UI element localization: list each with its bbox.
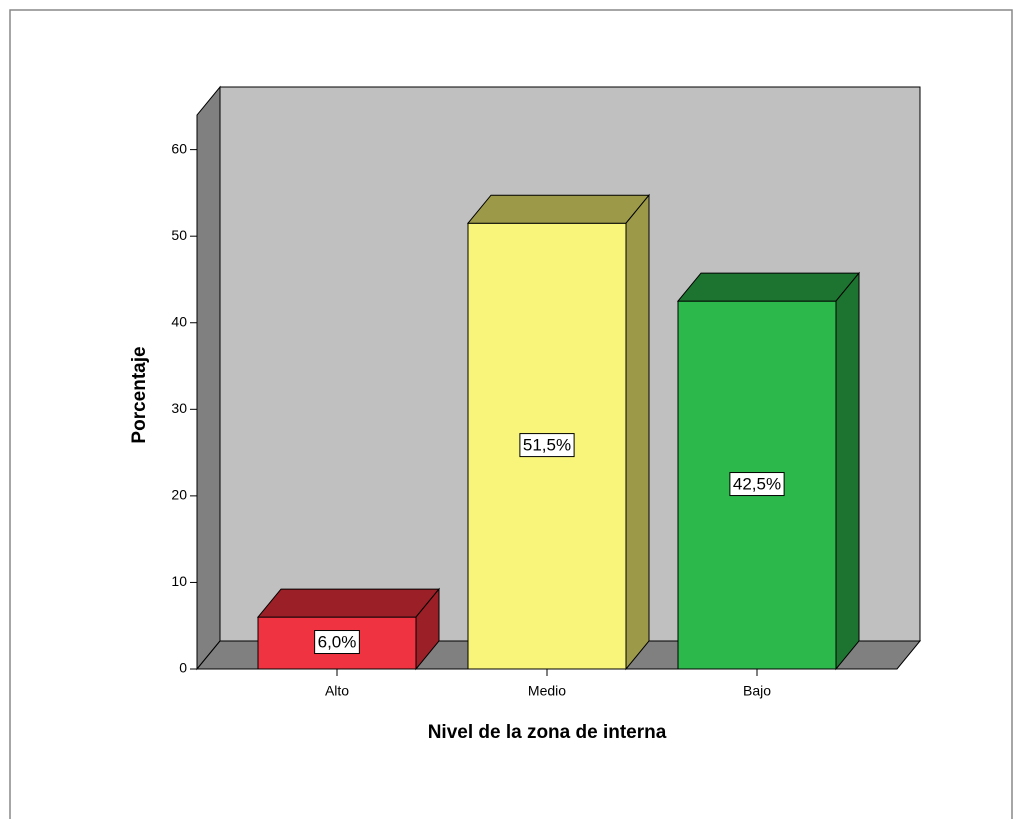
y-tick-label: 60 [171,140,187,156]
y-tick-label: 30 [171,400,187,416]
y-tick-label: 20 [171,487,187,503]
x-tick-label: Bajo [743,683,771,699]
bar-side [625,193,650,671]
x-tick-label: Alto [325,683,349,699]
data-label-box [729,472,785,497]
bar-top [256,588,441,618]
data-label: 42,5% [733,475,781,494]
y-tick-label: 0 [179,660,187,676]
y-tick-label: 40 [171,313,187,329]
y-tick-label: 50 [171,227,187,243]
data-label-box [519,433,575,458]
bar-top [466,194,651,224]
side-wall [196,85,221,671]
data-label: 6,0% [318,633,357,652]
bar-top [676,272,861,302]
y-axis-title: Porcentaje [129,346,150,443]
bar-side [415,587,440,671]
y-tick-label: 10 [171,573,187,589]
x-tick-label: Medio [528,683,566,699]
data-label: 51,5% [523,436,571,455]
data-label-box [314,630,360,655]
frame [9,9,1013,819]
x-axis-title: Nivel de la zona de interna [428,722,667,743]
bar-side [835,271,860,671]
